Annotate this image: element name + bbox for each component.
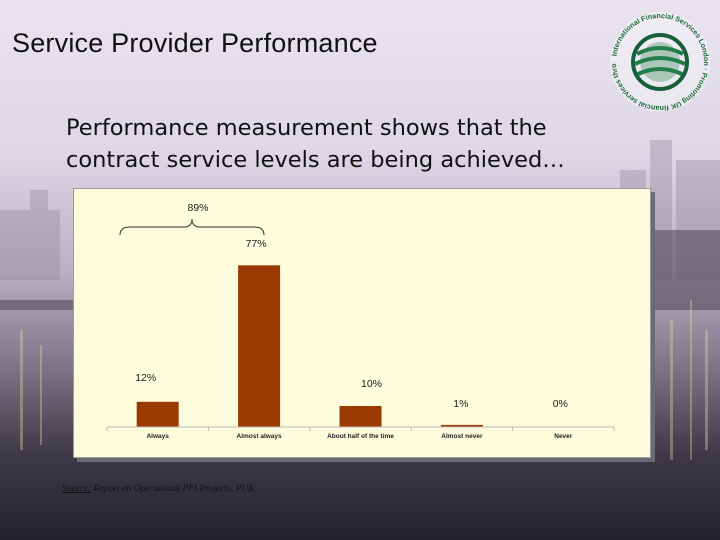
bar-1 (238, 265, 281, 427)
data-label: 77% (246, 238, 267, 250)
category-label: Never (554, 433, 573, 440)
data-labels: 12% 77% 10% 1% 0% (135, 238, 568, 410)
category-labels: Always Almost always About half of the tim… (146, 433, 572, 440)
bracket: 89% (119, 202, 265, 236)
data-label: 10% (361, 378, 382, 390)
slide-subtitle: Performance measurement shows that the c… (66, 115, 565, 173)
bar-2 (339, 406, 382, 427)
data-label: 1% (453, 398, 468, 410)
bar-0 (136, 401, 179, 427)
bar-3 (440, 424, 483, 427)
bracket-line (119, 218, 265, 236)
data-label: 0% (553, 398, 568, 410)
source-text: Report on Operational PFI Projects, PUK (91, 484, 255, 494)
category-label: Almost never (441, 433, 483, 440)
bar-chart: 89% Always Almost always About half of the… (73, 188, 651, 458)
data-label: 12% (135, 372, 156, 384)
bracket-label: 89% (187, 202, 208, 214)
slide-title: Service Provider Performance (12, 28, 378, 58)
source-note: Source: Report on Operational PFI Projec… (62, 484, 255, 494)
category-label: About half of the time (327, 433, 394, 440)
chart-svg: 89% Always Almost always About half of the… (106, 202, 615, 440)
bars (136, 265, 483, 427)
category-label: Always (146, 433, 169, 440)
category-label: Almost always (237, 433, 283, 440)
globe-icon: International Financial Services London … (604, 6, 711, 113)
source-label: Source: (62, 484, 92, 494)
x-axis-ticks (106, 427, 615, 431)
